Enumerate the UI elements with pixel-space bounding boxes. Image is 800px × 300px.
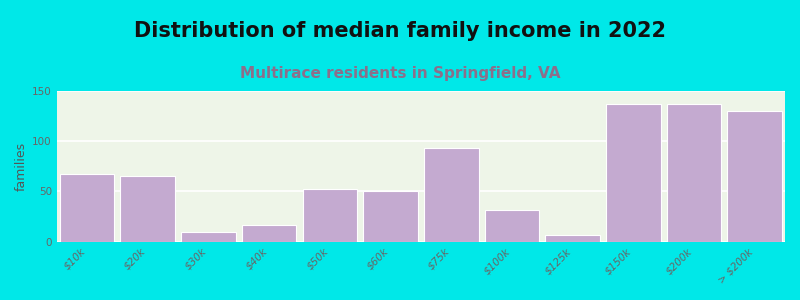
Bar <box>181 232 236 242</box>
Bar <box>546 235 600 242</box>
Y-axis label: families: families <box>15 142 28 191</box>
Bar <box>666 104 722 242</box>
Bar <box>121 176 175 242</box>
Bar <box>424 148 478 242</box>
Bar <box>302 189 357 242</box>
Bar <box>727 111 782 242</box>
Bar <box>242 224 297 242</box>
Bar <box>606 104 661 242</box>
Text: Multirace residents in Springfield, VA: Multirace residents in Springfield, VA <box>240 66 560 81</box>
Text: Distribution of median family income in 2022: Distribution of median family income in … <box>134 21 666 41</box>
Bar <box>485 211 539 242</box>
Bar <box>60 174 114 242</box>
Bar <box>363 191 418 242</box>
